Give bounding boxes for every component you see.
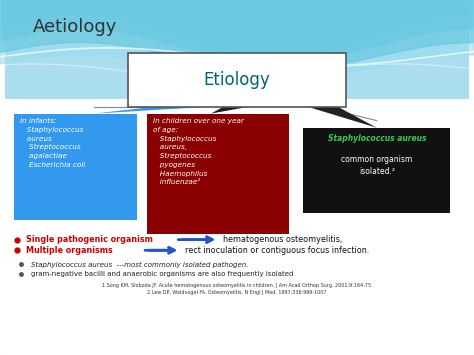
Text: In infants:
   Staphylococcus
   aureus
    Streptococcus
    agalactiae
    Esc: In infants: Staphylococcus aureus Strept… [20, 118, 85, 168]
Text: Staphylococcus aureus  ---most commonly isolated pathogen.: Staphylococcus aureus ---most commonly i… [31, 261, 248, 268]
FancyBboxPatch shape [5, 4, 469, 99]
FancyBboxPatch shape [147, 114, 289, 234]
Text: rect inoculation or contiguous focus infection.: rect inoculation or contiguous focus inf… [185, 246, 369, 255]
Text: 2.Lew DP, Waldvogel FA. Osteomyelitis. N Engl J Med. 1997;336:999-1007: 2.Lew DP, Waldvogel FA. Osteomyelitis. N… [147, 290, 327, 295]
Text: Aetiology: Aetiology [33, 18, 118, 36]
FancyBboxPatch shape [303, 128, 450, 213]
Text: In children over one year
of age:
   Staphylococcus
   aureus,
   Streptococcus
: In children over one year of age: Staphy… [153, 118, 244, 185]
FancyBboxPatch shape [14, 114, 137, 220]
Text: 1.Song KM, Sloboda JF. Acute hematogenous osteomyelitis in children. J Am Acad O: 1.Song KM, Sloboda JF. Acute hematogenou… [102, 283, 372, 288]
Polygon shape [307, 106, 377, 128]
FancyBboxPatch shape [128, 53, 346, 106]
Polygon shape [94, 106, 213, 114]
Polygon shape [211, 106, 250, 114]
Text: gram-negative bacilli and anaerobic organisms are also frequently isolated: gram-negative bacilli and anaerobic orga… [31, 271, 293, 277]
Text: Single pathogenic organism: Single pathogenic organism [26, 235, 153, 244]
Text: common organism
isolated.²: common organism isolated.² [341, 155, 412, 176]
Text: Staphylococcus aureus: Staphylococcus aureus [328, 134, 426, 143]
Text: Multiple organisms: Multiple organisms [26, 246, 113, 255]
Text: hematogenous osteomyelitis,: hematogenous osteomyelitis, [223, 235, 342, 244]
Text: Etiology: Etiology [204, 71, 270, 89]
